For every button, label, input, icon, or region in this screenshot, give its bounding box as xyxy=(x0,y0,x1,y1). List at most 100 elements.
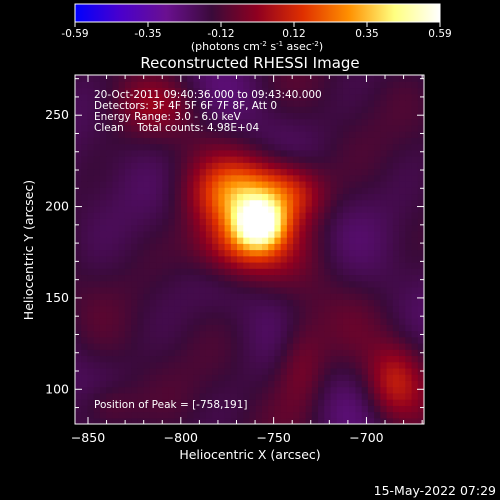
heatmap-cell xyxy=(405,212,413,219)
heatmap-cell xyxy=(318,374,325,381)
heatmap-cell xyxy=(199,367,207,375)
heatmap-cell xyxy=(112,87,120,95)
heatmap-cell xyxy=(324,249,332,257)
heatmap-cell xyxy=(75,237,82,244)
heatmap-cell xyxy=(361,137,369,145)
heatmap-cell xyxy=(355,374,363,381)
heatmap-cell xyxy=(380,205,388,213)
heatmap-cell xyxy=(99,87,107,95)
heatmap-cell xyxy=(361,193,369,201)
heatmap-cell xyxy=(93,324,101,332)
heatmap-cell xyxy=(156,137,163,145)
heatmap-cell xyxy=(261,168,269,176)
heatmap-cell xyxy=(367,349,375,357)
heatmap-cell xyxy=(280,149,288,157)
heatmap-cell xyxy=(212,324,219,332)
heatmap-cell xyxy=(218,355,226,363)
heatmap-cell xyxy=(342,193,350,201)
heatmap-cell xyxy=(374,224,381,232)
heatmap-cell xyxy=(311,355,319,363)
heatmap-cell xyxy=(174,293,182,300)
heatmap-cell xyxy=(399,243,406,251)
heatmap-cell xyxy=(268,193,276,201)
heatmap-cell xyxy=(156,174,163,182)
heatmap-cell xyxy=(411,131,419,138)
heatmap-cell xyxy=(93,361,101,369)
heatmap-cell xyxy=(137,324,145,332)
heatmap-cell xyxy=(112,218,120,226)
heatmap-cell xyxy=(218,112,226,120)
heatmap-cell xyxy=(168,411,176,419)
heatmap-cell xyxy=(106,168,113,176)
heatmap-cell xyxy=(124,193,132,201)
heatmap-cell xyxy=(417,174,424,182)
heatmap-cell xyxy=(399,305,406,313)
heatmap-cell xyxy=(274,193,282,201)
heatmap-cell xyxy=(224,137,232,145)
heatmap-cell xyxy=(380,380,388,388)
heatmap-cell xyxy=(93,87,101,95)
heatmap-cell xyxy=(286,118,294,126)
heatmap-cell xyxy=(299,268,307,276)
heatmap-cell xyxy=(143,380,151,388)
heatmap-cell xyxy=(243,280,251,288)
heatmap-cell xyxy=(205,330,213,338)
heatmap-cell xyxy=(118,193,126,201)
heatmap-cell xyxy=(149,380,157,388)
heatmap-cell xyxy=(168,405,176,413)
heatmap-cell xyxy=(411,286,419,294)
heatmap-cell xyxy=(193,268,201,276)
heatmap-cell xyxy=(311,162,319,170)
heatmap-cell xyxy=(193,249,201,257)
heatmap-cell xyxy=(81,299,89,307)
heatmap-cell xyxy=(93,205,101,213)
heatmap-cell xyxy=(124,149,132,157)
heatmap-cell xyxy=(361,87,369,95)
heatmap-cell xyxy=(392,405,400,413)
heatmap-cell xyxy=(417,411,424,419)
heatmap-cell xyxy=(143,149,151,157)
heatmap-cell xyxy=(318,361,325,369)
heatmap-cell xyxy=(243,93,251,101)
heatmap-cell xyxy=(205,199,213,207)
heatmap-cell xyxy=(330,399,338,406)
heatmap-cell xyxy=(255,118,263,126)
heatmap-cell xyxy=(318,243,325,251)
heatmap-cell xyxy=(162,212,170,219)
heatmap-cell xyxy=(124,137,132,145)
heatmap-cell xyxy=(280,330,288,338)
heatmap-cell xyxy=(305,237,313,244)
heatmap-cell xyxy=(324,212,332,219)
heatmap-cell xyxy=(380,224,388,232)
heatmap-cell xyxy=(305,280,313,288)
heatmap-cell xyxy=(417,324,424,332)
heatmap-cell xyxy=(93,218,101,226)
heatmap-cell xyxy=(386,324,394,332)
heatmap-cell xyxy=(367,268,375,276)
heatmap-cell xyxy=(137,137,145,145)
heatmap-cell xyxy=(305,355,313,363)
heatmap-cell xyxy=(118,143,126,151)
heatmap-cell xyxy=(374,218,381,226)
heatmap-cell xyxy=(180,330,188,338)
heatmap-cell xyxy=(174,81,182,89)
heatmap-cell xyxy=(417,224,424,232)
heatmap-cell xyxy=(380,137,388,145)
heatmap-cell xyxy=(380,374,388,381)
heatmap-cell xyxy=(305,143,313,151)
heatmap-cell xyxy=(205,224,213,232)
heatmap-cell xyxy=(93,355,101,363)
heatmap-cell xyxy=(268,380,276,388)
heatmap-cell xyxy=(137,149,145,157)
heatmap-cell xyxy=(237,274,244,282)
heatmap-cell xyxy=(218,299,226,307)
heatmap-cell xyxy=(218,374,226,381)
heatmap-cell xyxy=(199,349,207,357)
heatmap-cell xyxy=(187,349,195,357)
heatmap-cell xyxy=(342,342,350,350)
heatmap-cell xyxy=(174,131,182,138)
heatmap-cell xyxy=(355,156,363,163)
heatmap-cell xyxy=(81,261,89,269)
heatmap-cell xyxy=(218,255,226,263)
heatmap-cell xyxy=(367,218,375,226)
